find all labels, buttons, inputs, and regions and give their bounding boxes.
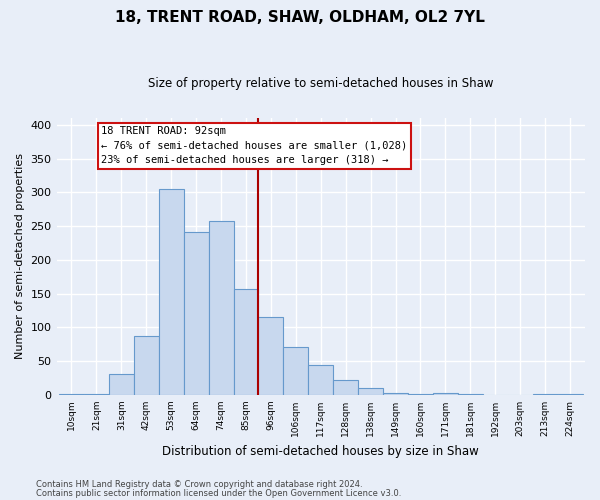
Text: Contains public sector information licensed under the Open Government Licence v3: Contains public sector information licen… <box>36 489 401 498</box>
Bar <box>308 364 333 395</box>
Y-axis label: Number of semi-detached properties: Number of semi-detached properties <box>15 154 25 360</box>
Bar <box>383 393 408 395</box>
Bar <box>134 336 159 395</box>
Bar <box>358 388 383 395</box>
Bar <box>333 380 358 395</box>
Bar <box>533 394 557 395</box>
Bar <box>209 220 233 395</box>
Text: 18, TRENT ROAD, SHAW, OLDHAM, OL2 7YL: 18, TRENT ROAD, SHAW, OLDHAM, OL2 7YL <box>115 10 485 25</box>
Title: Size of property relative to semi-detached houses in Shaw: Size of property relative to semi-detach… <box>148 78 494 90</box>
Bar <box>84 394 109 395</box>
Bar <box>59 394 84 395</box>
X-axis label: Distribution of semi-detached houses by size in Shaw: Distribution of semi-detached houses by … <box>163 444 479 458</box>
Bar <box>159 189 184 395</box>
Bar <box>109 374 134 395</box>
Bar <box>433 393 458 395</box>
Bar <box>458 394 483 395</box>
Bar <box>283 347 308 395</box>
Bar <box>233 289 259 395</box>
Bar <box>184 232 209 395</box>
Bar <box>408 394 433 395</box>
Text: Contains HM Land Registry data © Crown copyright and database right 2024.: Contains HM Land Registry data © Crown c… <box>36 480 362 489</box>
Bar <box>259 316 283 395</box>
Text: 18 TRENT ROAD: 92sqm
← 76% of semi-detached houses are smaller (1,028)
23% of se: 18 TRENT ROAD: 92sqm ← 76% of semi-detac… <box>101 126 407 165</box>
Bar <box>557 394 583 395</box>
